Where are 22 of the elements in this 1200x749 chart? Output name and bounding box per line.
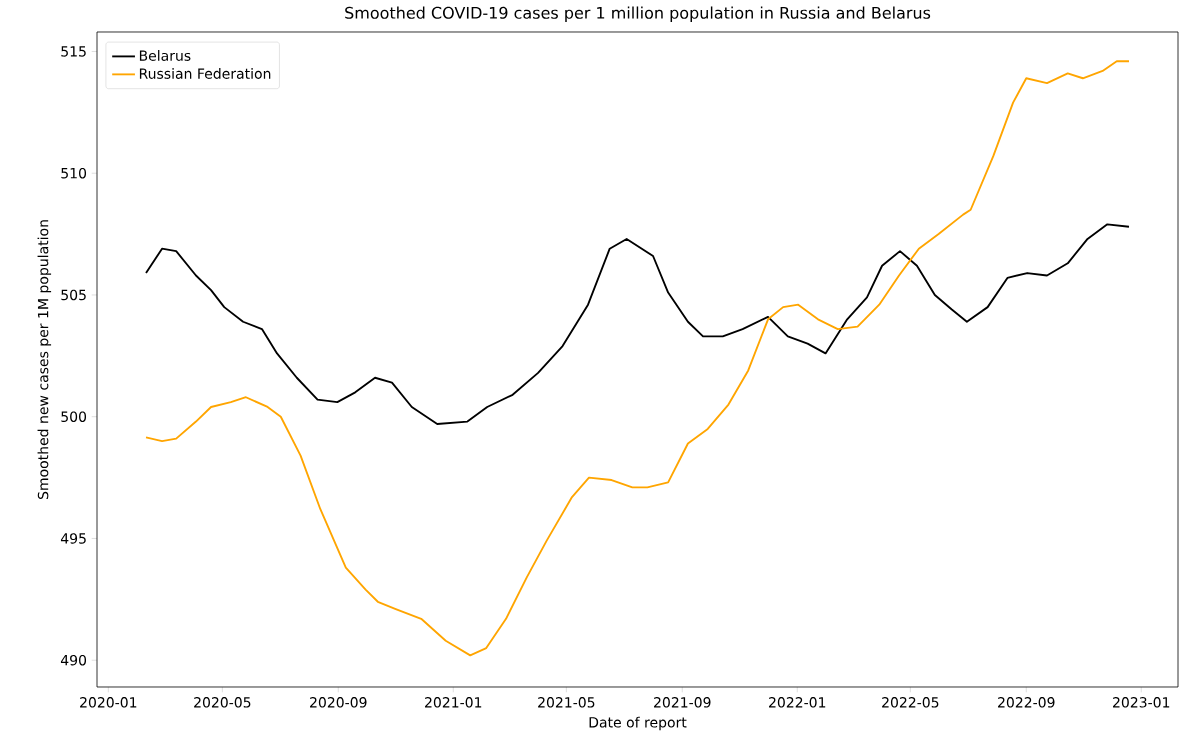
legend-label: Belarus [139,50,191,61]
y-tick-label: 515 [61,46,86,57]
x-tick-label: 2022-05 [882,697,939,708]
y-axis-title: Smoothed new cases per 1M population [37,220,52,500]
x-tick-label: 2022-09 [998,697,1055,708]
chart-title: Smoothed COVID-19 cases per 1 million population in Russia and Belarus [345,6,931,22]
x-tick-label: 2021-01 [425,697,482,708]
x-tick-label: 2020-09 [310,697,367,708]
y-tick-label: 500 [61,411,87,422]
y-tick-label: 510 [61,167,87,179]
x-tick-label: 2021-05 [538,697,595,708]
line-series [145,223,1130,425]
legend-label: Russian Federation [139,68,271,79]
x-tick-label: 2023-01 [1113,697,1170,708]
x-tick-label: 2021-09 [654,697,711,708]
x-axis-title: Date of report [589,716,687,731]
y-tick-label: 490 [60,654,87,666]
x-tick-label: 2022-01 [769,697,826,708]
x-tick-label: 2020-01 [80,697,137,708]
y-tick-label: 495 [60,533,86,544]
x-tick-label: 2020-05 [194,697,251,708]
y-tick-label: 505 [61,289,86,301]
